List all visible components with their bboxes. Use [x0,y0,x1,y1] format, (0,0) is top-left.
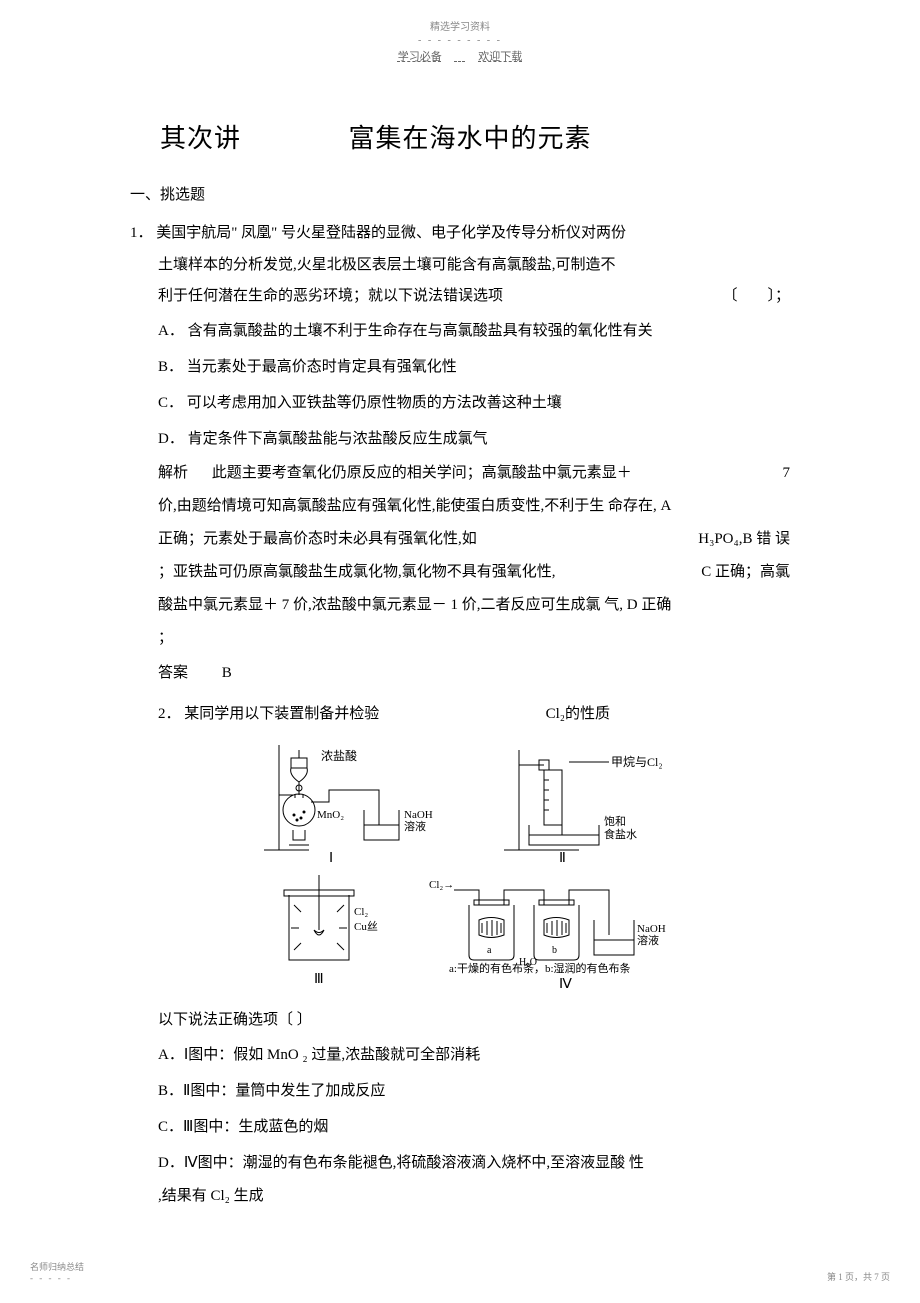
explanation-label: 解析 [158,465,188,481]
q2-number: 2． [158,706,181,722]
label-baohe1: 饱和 [604,814,626,828]
exp-l3-right: H₃PO₄,B 错 误 [698,523,790,556]
apparatus-2 [504,750,599,850]
q1-option-a: A． 含有高氯酸盐的土壤不利于生命存在与高氯酸盐具有较强的氧化性有关 [130,313,790,349]
footer-left: 名师归纳总结 - - - - - [30,1260,84,1283]
q1-line3-left: 利于任何潜在生命的恶劣环境；就以下说法错误选项 [158,281,503,313]
label-jiawan: 甲烷与Cl₂ [611,755,663,769]
label-a: a [487,945,492,956]
q1-option-d: D． 肯定条件下高氯酸盐能与浓盐酸反应生成氯气 [130,421,790,457]
label-roman2: Ⅱ [559,851,566,866]
q2-option-d2: ,结果有 Cl₂ 生成 [130,1181,790,1213]
exp-l4-left: ；亚铁盐可仍原高氯酸盐生成氯化物,氯化物不具有强氧化性, [158,556,556,589]
q2-option-b: B．Ⅱ图中：量筒中发生了加成反应 [130,1073,790,1109]
exp-l1-left: 此题主要考查氧化仍原反应的相关学问；高氯酸盐中氯元素显＋ [212,465,632,481]
exp-l5: 酸盐中氯元素显＋ 7 价,浓盐酸中氯元素显－ 1 价,二者反应可生成氯 气, D… [130,589,790,622]
q2-option-c: C．Ⅲ图中：生成蓝色的烟 [130,1109,790,1145]
question-1: 1． 美国宇航局" 凤凰" 号火星登陆器的显微、电子化学及传导分析仪对两份 土壤… [130,218,790,691]
label-b: b [552,945,557,956]
q1-option-b: B． 当元素处于最高价态时肯定具有强氧化性 [130,349,790,385]
page-header-top: 精选学习资料 [0,0,920,33]
header-sub-right: 欢迎下载 [478,51,522,63]
answer-value: B [222,665,232,681]
title-part1: 其次讲 [160,118,241,155]
exp-l1-right: 7 [783,457,791,490]
label-cl2-in: Cl₂→ [429,879,454,891]
lesson-title: 其次讲 富集在海水中的元素 [160,118,790,155]
header-sub-left: 学习必备 [398,51,442,63]
option-letter-c: C． [158,385,183,421]
header-dashes: - - - - - - - - - [0,35,920,46]
label-note: a:干燥的有色布条，b:湿润的有色布条 [449,961,631,975]
q1-line2: 土壤样本的分析发觉,火星北极区表层土壤可能含有高氯酸盐,可制造不 [130,250,790,282]
chemistry-apparatus-svg: 浓盐酸 MnO₂ NaOH 溶液 Ⅰ [239,740,709,990]
title-part2: 富集在海水中的元素 [349,124,592,153]
footer-left-text: 名师归纳总结 [30,1260,84,1273]
answer-label: 答案 [158,655,188,691]
exp-l3-left: 正确；元素处于最高价态时未必具有强氧化性,如 [158,523,477,556]
label-cl2-jar: Cl₂ [354,906,368,918]
label-baohe2: 食盐水 [604,827,637,841]
label-roman3: Ⅲ [314,972,324,987]
label-cu: Cu丝 [354,920,378,933]
main-content: 其次讲 富集在海水中的元素 一、挑选题 1． 美国宇航局" 凤凰" 号火星登陆器… [0,68,920,1280]
label-naoh1: NaOH [404,809,433,821]
exp-l4-right: C 正确；高氯 [701,556,790,589]
option-letter-b: B． [158,349,183,385]
option-text-b: 当元素处于最高价态时肯定具有强氧化性 [187,359,457,375]
label-roman4: Ⅳ [559,977,572,990]
q2-prompt: 以下说法正确选项〔 〕 [130,1005,790,1037]
label-rongye2: 溶液 [637,933,659,947]
option-letter-a: A． [158,313,184,349]
q2-line1-left: 某同学用以下装置制备并检验 [184,706,379,722]
option-text-a: 含有高氯酸盐的土壤不利于生命存在与高氯酸盐具有较强的氧化性有关 [188,323,653,339]
section-title: 一、挑选题 [130,183,790,204]
exp-l6: ； [130,622,790,655]
footer-left-dash: - - - - - [30,1273,84,1283]
apparatus-4 [454,890,634,960]
label-roman1: Ⅰ [329,851,333,866]
label-naoh2: NaOH [637,923,666,935]
option-letter-d: D． [158,421,184,457]
q2-option-d: D．Ⅳ图中：潮湿的有色布条能褪色,将硫酸溶液滴入烧杯中,至溶液显酸 性 [130,1145,790,1181]
q1-option-c: C． 可以考虑用加入亚铁盐等仍原性物质的方法改善这种土壤 [130,385,790,421]
label-nong-yansuan: 浓盐酸 [321,748,357,763]
apparatus-3 [284,875,354,960]
q1-line1: 美国宇航局" 凤凰" 号火星登陆器的显微、电子化学及传导分析仪对两份 [156,225,626,241]
question-2: 2． 某同学用以下装置制备并检验 Cl₂的性质 [130,699,790,1213]
q1-number: 1． [130,225,153,241]
page-header-sub: 学习必备 欢迎下载 [0,48,920,64]
q1-line3-right: 〔 〕； [722,281,790,313]
option-text-c: 可以考虑用加入亚铁盐等仍原性物质的方法改善这种土壤 [187,395,562,411]
exp-l2: 价,由题给情境可知高氯酸盐应有强氧化性,能使蛋白质变性,不利于生 命存在, A [130,490,790,523]
q2-line1-right: Cl₂的性质 [546,699,610,731]
label-rongye1: 溶液 [404,819,426,833]
label-mno2: MnO₂ [317,809,344,821]
apparatus-diagram: 浓盐酸 MnO₂ NaOH 溶液 Ⅰ [130,740,790,995]
q2-option-a: A．Ⅰ图中：假如 MnO ₂ 过量,浓盐酸就可全部消耗 [130,1037,790,1073]
option-text-d: 肯定条件下高氯酸盐能与浓盐酸反应生成氯气 [188,431,488,447]
footer-right: 第 1 页，共 7 页 [827,1270,890,1283]
